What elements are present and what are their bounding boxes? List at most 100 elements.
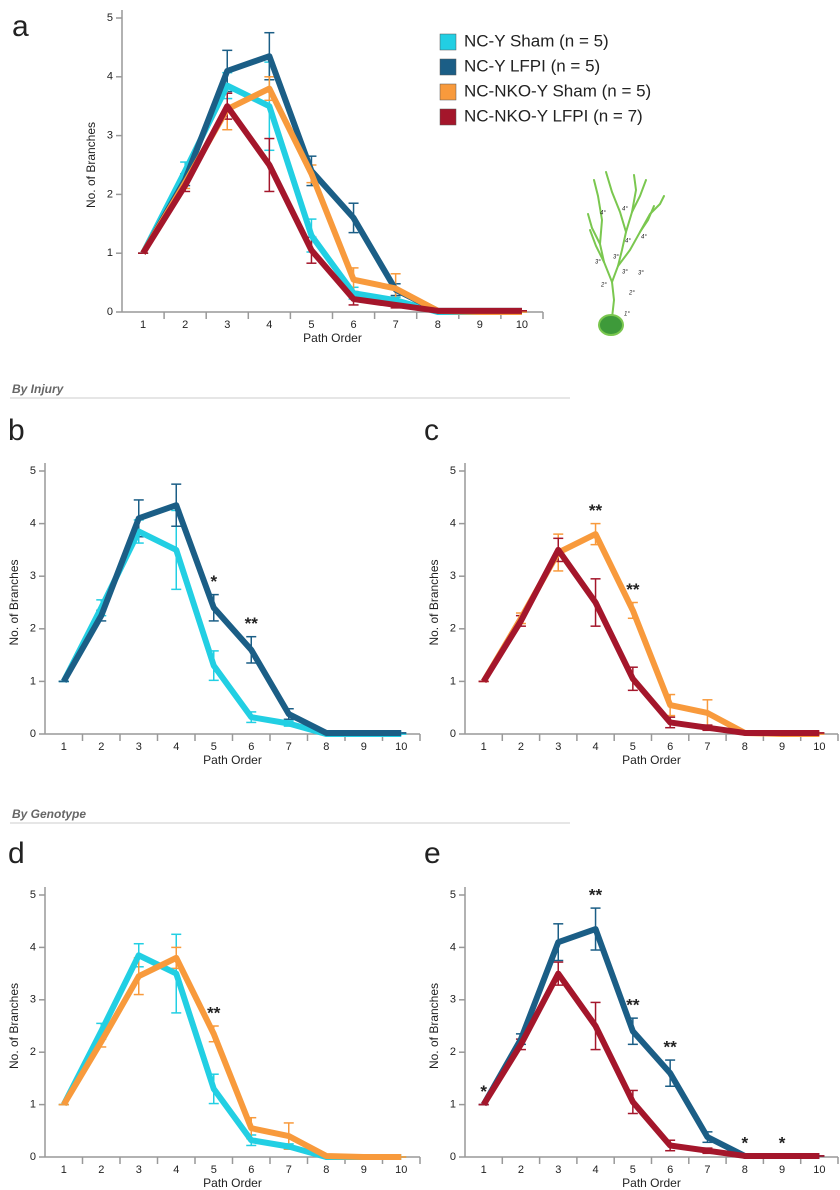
x-tick-label: 2: [518, 741, 524, 753]
x-tick-label: 7: [393, 319, 399, 331]
x-tick-label: 6: [248, 1164, 254, 1176]
x-tick-label: 4: [592, 1164, 598, 1176]
illustration-label: 3°: [595, 260, 601, 266]
illustration-label: 2°: [600, 283, 607, 289]
y-tick-label: 2: [107, 188, 113, 200]
panel-letter: a: [12, 10, 29, 43]
y-tick-label: 3: [30, 994, 36, 1006]
y-tick-label: 2: [30, 1046, 36, 1058]
x-tick-label: 8: [435, 319, 441, 331]
x-tick-label: 7: [704, 1164, 710, 1176]
x-tick-label: 7: [286, 741, 292, 753]
y-tick-label: 4: [30, 941, 36, 953]
series-line: [481, 970, 820, 1159]
y-tick-label: 5: [30, 465, 36, 477]
significance-mark: **: [626, 580, 640, 599]
x-tick-label: 7: [704, 741, 710, 753]
y-tick-label: 2: [450, 1046, 456, 1058]
y-tick-label: 5: [450, 465, 456, 477]
y-tick-label: 0: [450, 1151, 456, 1163]
series-line: [61, 952, 402, 1160]
x-tick-label: 1: [481, 741, 487, 753]
illustration-label: 2°: [628, 291, 635, 297]
panel-letter: e: [424, 837, 441, 870]
x-tick-label: 7: [286, 1164, 292, 1176]
x-tick-label: 10: [395, 741, 407, 753]
significance-mark: *: [210, 572, 217, 591]
y-tick-label: 1: [450, 675, 456, 687]
series-line: [481, 546, 820, 736]
x-tick-label: 8: [323, 1164, 329, 1176]
significance-mark: **: [589, 886, 603, 905]
y-tick-label: 4: [30, 518, 36, 530]
y-tick-label: 4: [107, 71, 113, 83]
panel-letter: b: [8, 414, 25, 447]
x-tick-label: 5: [630, 1164, 636, 1176]
y-tick-label: 4: [450, 941, 456, 953]
x-tick-label: 5: [308, 319, 314, 331]
y-tick-label: 0: [107, 306, 113, 318]
y-tick-label: 5: [450, 889, 456, 901]
significance-mark: **: [207, 1003, 221, 1022]
y-axis-label: No. of Branches: [427, 983, 441, 1069]
x-tick-label: 6: [667, 741, 673, 753]
illustration-label: 4°: [600, 211, 606, 217]
y-axis-label: No. of Branches: [7, 559, 21, 645]
x-tick-label: 4: [266, 319, 272, 331]
x-tick-label: 9: [477, 319, 483, 331]
x-tick-label: 10: [813, 1164, 825, 1176]
illustration-label: 3°: [613, 255, 619, 261]
x-tick-label: 8: [742, 741, 748, 753]
series-line: [140, 103, 522, 314]
x-tick-label: 10: [395, 1164, 407, 1176]
legend-swatch: [439, 58, 457, 76]
y-tick-label: 4: [450, 518, 456, 530]
significance-mark: **: [626, 996, 640, 1015]
legend-swatch: [439, 108, 457, 126]
y-axis-label: No. of Branches: [7, 983, 21, 1069]
x-axis-label: Path Order: [622, 753, 681, 767]
x-tick-label: 8: [323, 741, 329, 753]
y-tick-label: 0: [30, 728, 36, 740]
x-tick-label: 2: [98, 1164, 104, 1176]
x-tick-label: 3: [555, 741, 561, 753]
y-tick-label: 2: [30, 623, 36, 635]
x-tick-label: 5: [630, 741, 636, 753]
legend-swatch: [439, 33, 457, 51]
y-tick-label: 3: [450, 570, 456, 582]
legend-swatch: [439, 83, 457, 101]
significance-mark: *: [779, 1133, 786, 1152]
x-tick-label: 5: [211, 1164, 217, 1176]
illustration-label: 1°: [624, 312, 630, 318]
x-tick-label: 4: [173, 741, 179, 753]
y-tick-label: 0: [30, 1151, 36, 1163]
x-axis-label: Path Order: [203, 753, 262, 767]
y-tick-label: 5: [30, 889, 36, 901]
x-tick-label: 10: [813, 741, 825, 753]
illustration-label: 4°: [641, 235, 647, 241]
x-tick-label: 8: [742, 1164, 748, 1176]
x-tick-label: 9: [361, 741, 367, 753]
illustration-label: 3°: [622, 270, 628, 276]
x-tick-label: 3: [224, 319, 230, 331]
illustration-label: 3°: [638, 271, 644, 277]
x-tick-label: 1: [61, 1164, 67, 1176]
x-axis-label: Path Order: [622, 1176, 681, 1190]
y-tick-label: 3: [450, 994, 456, 1006]
significance-mark: *: [741, 1133, 748, 1152]
panel-letter: c: [424, 414, 439, 447]
legend-label: NC-NKO-Y LFPI (n = 7): [464, 106, 643, 125]
legend-label: NC-NKO-Y Sham (n = 5): [464, 81, 651, 100]
significance-mark: *: [480, 1082, 487, 1101]
x-axis-label: Path Order: [303, 331, 362, 345]
y-tick-label: 5: [107, 12, 113, 24]
x-tick-label: 9: [779, 1164, 785, 1176]
panel-letter: d: [8, 837, 25, 870]
y-tick-label: 2: [450, 623, 456, 635]
y-tick-label: 1: [450, 1099, 456, 1111]
y-axis-label: No. of Branches: [427, 559, 441, 645]
significance-mark: **: [589, 501, 603, 520]
significance-mark: **: [245, 614, 259, 633]
x-tick-label: 4: [592, 741, 598, 753]
